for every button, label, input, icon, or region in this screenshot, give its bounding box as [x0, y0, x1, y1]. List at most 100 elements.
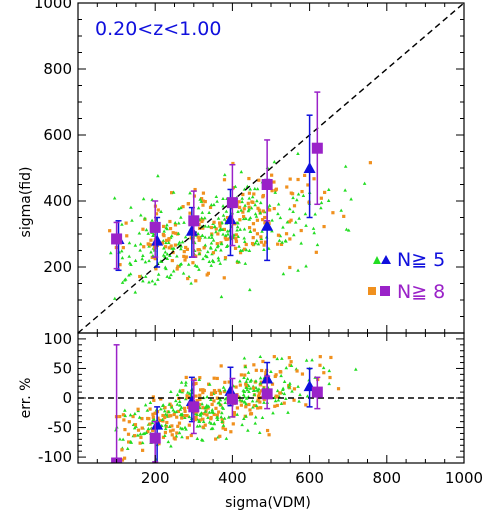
- y-tick-label: 600: [43, 126, 72, 144]
- bg-triangle-point: [188, 191, 192, 195]
- bg-triangle-point: [253, 212, 258, 216]
- bg-triangle-point: [281, 272, 286, 276]
- bg-triangle-point: [165, 227, 169, 231]
- bg-square-point: [167, 246, 171, 250]
- bg-triangle-point: [195, 264, 199, 268]
- bg-triangle-point: [205, 254, 209, 259]
- bg-square-point: [292, 204, 297, 208]
- bg-triangle-point: [170, 405, 174, 409]
- bg-triangle-point: [327, 368, 332, 373]
- bg-square-point: [263, 215, 267, 220]
- bg-square-point: [296, 177, 300, 182]
- bg-triangle-point: [169, 234, 174, 238]
- bg-square-point: [237, 205, 242, 209]
- bg-triangle-point: [143, 260, 148, 264]
- bg-triangle-point: [247, 248, 252, 252]
- bg-square-point: [323, 190, 327, 195]
- bg-triangle-point: [213, 248, 218, 252]
- bg-triangle-point: [133, 290, 138, 294]
- bg-triangle-point: [296, 268, 300, 272]
- bg-square-point: [214, 406, 218, 410]
- bg-square-point: [198, 393, 202, 397]
- bg-square-point: [182, 250, 186, 254]
- bg-triangle-point: [253, 202, 257, 207]
- bg-triangle-point: [221, 204, 225, 208]
- bg-triangle-point: [281, 387, 285, 392]
- bg-square-point: [265, 428, 270, 433]
- bg-square-point: [284, 232, 289, 236]
- bg-triangle-point: [304, 223, 308, 227]
- bg-triangle-point: [312, 231, 317, 235]
- bg-square-point: [231, 422, 235, 426]
- bg-triangle-point: [272, 160, 277, 164]
- bg-square-point: [199, 388, 203, 392]
- bg-triangle-point: [143, 216, 147, 220]
- bg-triangle-point: [179, 412, 184, 417]
- bg-triangle-point: [242, 236, 247, 240]
- bg-square-point: [183, 258, 187, 262]
- bg-square-point: [288, 177, 292, 181]
- bg-square-point: [224, 237, 228, 242]
- bg-triangle-point: [292, 233, 296, 237]
- bg-square-point: [264, 370, 268, 374]
- bg-square-point: [209, 225, 213, 230]
- bg-square-point: [201, 203, 205, 207]
- bg-square-point: [203, 199, 207, 204]
- bg-triangle-point: [162, 409, 167, 413]
- bg-square-point: [186, 395, 191, 399]
- bg-square-point: [259, 240, 263, 244]
- bg-square-point: [200, 219, 204, 224]
- bg-triangle-point: [123, 408, 127, 412]
- bg-square-point: [169, 404, 174, 408]
- bg-triangle-point: [123, 277, 128, 281]
- data-point-square: [149, 221, 161, 233]
- bg-triangle-point: [141, 197, 146, 201]
- bg-square-point: [217, 410, 221, 414]
- bg-triangle-point: [133, 243, 138, 247]
- bg-triangle-point: [295, 198, 299, 202]
- bg-triangle-point: [240, 422, 244, 427]
- bg-triangle-point: [211, 259, 216, 264]
- top-ticks: [77, 2, 465, 334]
- bg-square-point: [173, 437, 177, 441]
- bg-triangle-point: [138, 248, 142, 252]
- data-point-square: [111, 233, 123, 245]
- bg-triangle-point: [169, 444, 173, 448]
- bg-square-point: [212, 399, 216, 403]
- bg-triangle-point: [163, 426, 168, 431]
- bg-triangle-point: [166, 240, 171, 245]
- bg-triangle-point: [285, 220, 290, 224]
- bg-square-point: [215, 413, 219, 417]
- bg-triangle-point: [235, 228, 239, 232]
- bg-triangle-point: [173, 398, 178, 403]
- bg-square-point: [136, 428, 141, 432]
- bg-triangle-point: [218, 261, 223, 265]
- bg-triangle-point: [210, 235, 214, 239]
- legend-small-triangle: [373, 256, 381, 264]
- bg-triangle-point: [219, 294, 224, 299]
- bg-square-point: [152, 398, 156, 402]
- bg-triangle-point: [299, 241, 303, 245]
- bg-triangle-point: [282, 379, 287, 383]
- bg-square-point: [202, 412, 206, 416]
- bottom-tick-labels: -100 -50 0 50 100 200 400 600 800 1000: [38, 330, 483, 487]
- y-tick-label: -50: [48, 419, 73, 437]
- bg-triangle-point: [180, 240, 185, 244]
- bg-triangle-point: [143, 274, 148, 278]
- bg-square-point: [118, 263, 122, 267]
- bg-square-point: [242, 247, 247, 251]
- bg-triangle-point: [140, 440, 145, 445]
- bg-triangle-point: [253, 241, 258, 245]
- one-to-one-line: [78, 3, 464, 333]
- bg-square-point: [151, 412, 155, 416]
- bg-triangle-point: [219, 248, 223, 252]
- bg-triangle-point: [163, 433, 167, 438]
- bg-triangle-point: [203, 216, 207, 220]
- bg-triangle-point: [182, 220, 186, 224]
- bg-triangle-point: [215, 415, 219, 419]
- bg-triangle-point: [254, 379, 258, 383]
- bg-square-point: [262, 243, 266, 247]
- bg-square-point: [331, 211, 335, 215]
